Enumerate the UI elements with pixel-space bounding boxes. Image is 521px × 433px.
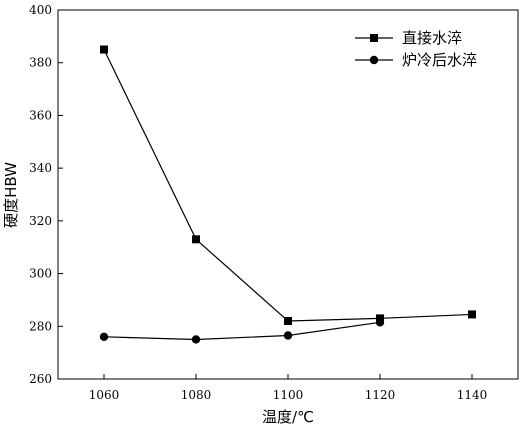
- x-tick-label: 1120: [365, 388, 396, 402]
- data-point: [468, 310, 476, 319]
- x-tick-label: 1140: [457, 388, 488, 402]
- axis-ticks: 1060 1080 1100 1120 1140 260 280 300 320 340 360 38…: [29, 3, 487, 402]
- x-tick-label: 1080: [181, 388, 212, 402]
- legend-label: 炉冷后水淬: [402, 51, 477, 69]
- data-point: [284, 317, 292, 326]
- legend-label: 直接水淬: [402, 29, 462, 47]
- y-tick-label: 300: [29, 267, 52, 281]
- y-tick-label: 340: [29, 161, 52, 175]
- legend-item: 直接水淬: [355, 29, 462, 47]
- data-point: [192, 235, 200, 244]
- series-line: [103, 49, 473, 322]
- y-tick-label: 260: [29, 372, 52, 386]
- series-2: [99, 318, 385, 344]
- legend-marker: [369, 55, 379, 65]
- y-tick-label: 360: [29, 108, 52, 122]
- data-point: [283, 331, 293, 340]
- x-axis-label: 温度/℃: [262, 408, 314, 426]
- data-point: [191, 335, 201, 344]
- data-point: [100, 45, 108, 54]
- data-point: [375, 318, 385, 327]
- y-tick-label: 320: [29, 214, 52, 228]
- series-line: [103, 321, 381, 341]
- y-axis-label: 硬度HBW: [2, 162, 20, 228]
- series-1: [100, 45, 476, 326]
- data-point: [99, 332, 109, 342]
- x-tick-label: 1060: [89, 388, 120, 402]
- y-tick-label: 380: [29, 56, 52, 70]
- series-layer: [99, 45, 476, 344]
- x-tick-label: 1100: [273, 388, 304, 402]
- y-tick-label: 400: [29, 3, 52, 17]
- legend-item: 炉冷后水淬: [355, 51, 477, 69]
- y-tick-label: 280: [29, 319, 52, 333]
- legend-marker: [370, 34, 378, 42]
